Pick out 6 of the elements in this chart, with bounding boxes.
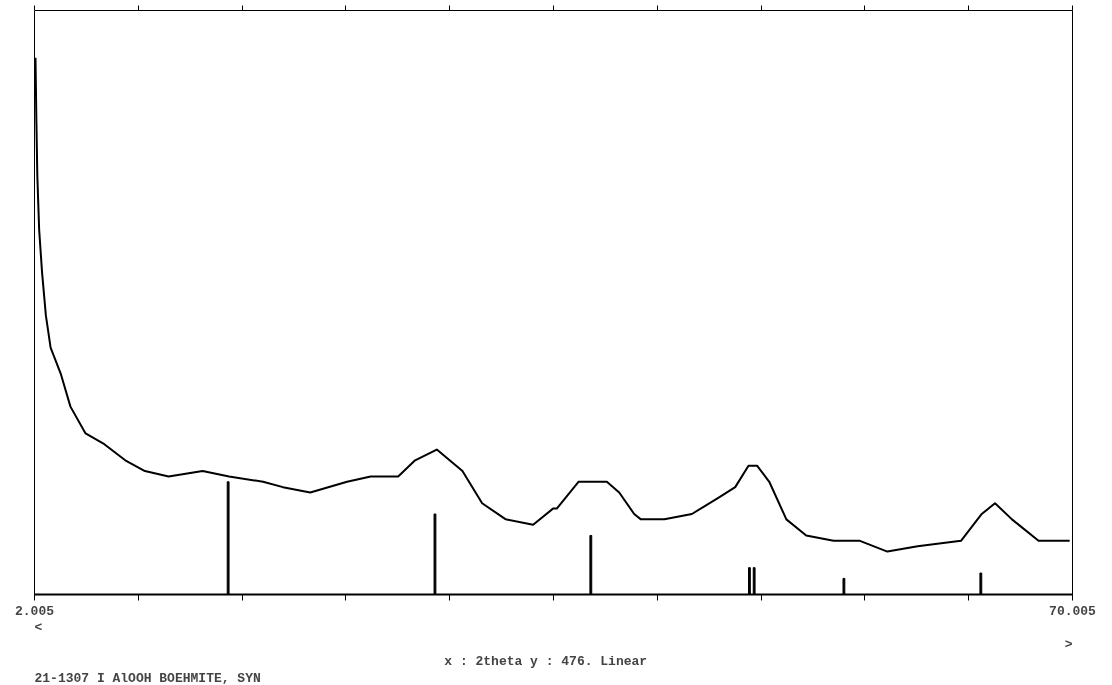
text: x : 2theta y : 476. Linear — [444, 653, 648, 669]
x-tick-label: 70.005 — [1049, 603, 1097, 619]
text: > — [1064, 636, 1073, 652]
x-tick-label: 2.005 — [15, 603, 55, 619]
text: < — [34, 619, 43, 635]
text: 21-1307 I AlOOH BOEHMITE, SYN — [34, 670, 261, 685]
